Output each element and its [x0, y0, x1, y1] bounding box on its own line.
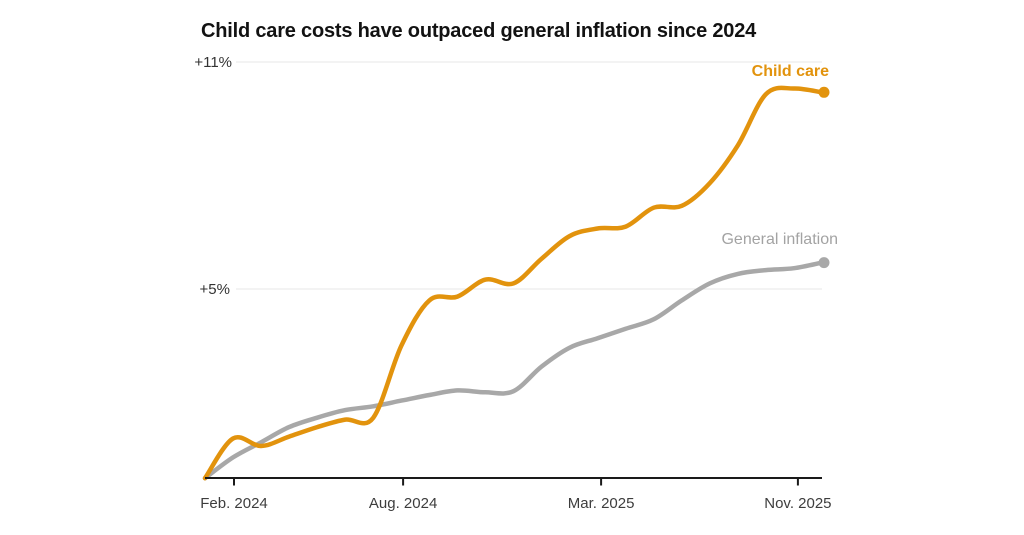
x-axis-tick-label: Aug. 2024	[368, 495, 438, 512]
child-care-endpoint-dot	[818, 86, 830, 98]
x-axis-tick-label: Nov. 2025	[764, 495, 832, 512]
general-inflation-series-label: General inflation	[721, 231, 838, 248]
x-axis-tick-label: Mar. 2025	[567, 495, 635, 512]
general-inflation-line	[202, 260, 825, 481]
chart-title: Child care costs have outpaced general i…	[201, 20, 757, 42]
gridlines	[236, 61, 822, 290]
y-axis-tick-label-11: +11%	[194, 54, 232, 71]
general-inflation-endpoint-dot	[818, 257, 830, 269]
child-care-line	[202, 85, 825, 481]
child-care-series-label: Child care	[751, 63, 829, 80]
x-axis-ticks	[233, 478, 799, 486]
x-axis-tick-label: Feb. 2024	[200, 495, 268, 512]
y-axis-tick-label-5: +5%	[199, 281, 230, 298]
